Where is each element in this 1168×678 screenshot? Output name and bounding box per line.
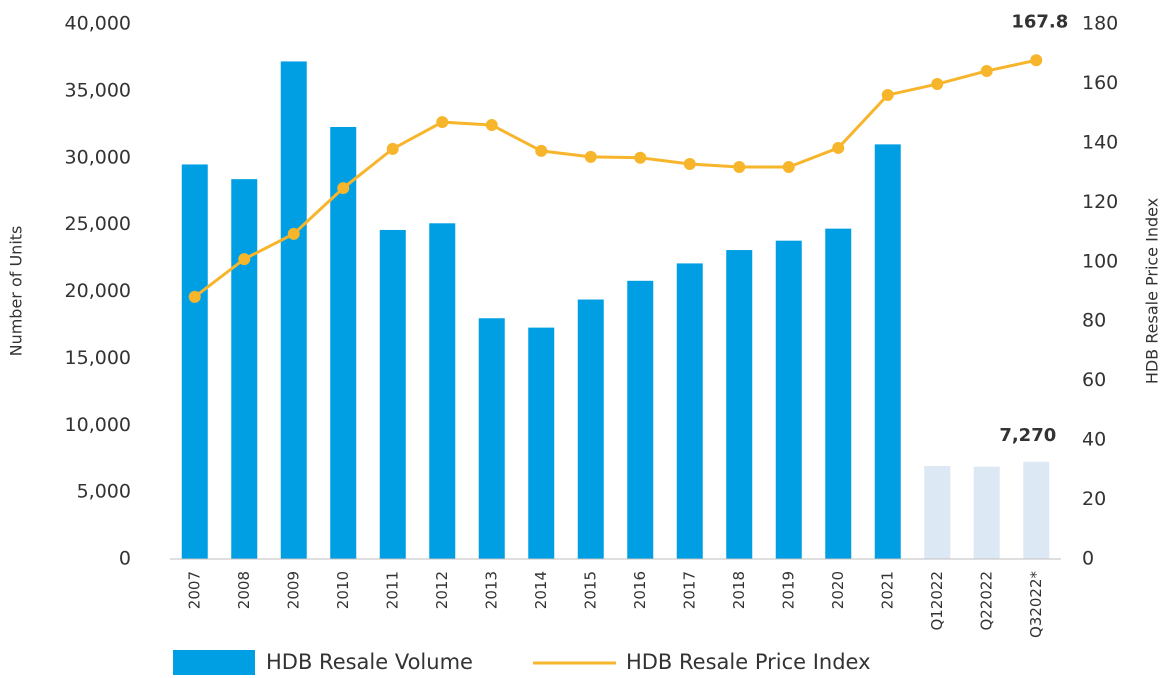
- x-tick-label: 2021: [878, 571, 896, 609]
- marker: [386, 142, 399, 155]
- bar: [528, 327, 555, 559]
- x-tick-label: 2013: [482, 571, 500, 609]
- x-tick-label: Q12022: [928, 571, 946, 631]
- x-tick-label: 2018: [730, 571, 748, 609]
- y-tick-label: 10,000: [65, 414, 131, 436]
- bar: [1023, 461, 1050, 559]
- marker: [1030, 54, 1043, 67]
- y2-tick-label: 160: [1082, 72, 1118, 94]
- x-tick-label: 2016: [631, 571, 649, 609]
- x-tick-label: Q32022*: [1027, 571, 1045, 639]
- marker: [188, 290, 201, 303]
- y-tick-label: 0: [119, 548, 131, 570]
- y-tick-label: 5,000: [77, 481, 131, 503]
- x-tick-label: 2015: [581, 571, 599, 609]
- legend-label: HDB Resale Price Index: [626, 650, 871, 674]
- y2-tick-label: 0: [1082, 548, 1094, 570]
- y2-tick-label: 20: [1082, 488, 1106, 510]
- y-tick-label: 40,000: [65, 13, 131, 35]
- bar: [973, 466, 1000, 559]
- bar: [775, 240, 802, 560]
- marker: [980, 64, 993, 77]
- bar: [280, 61, 307, 559]
- legend-swatch: [173, 650, 255, 675]
- y-tick-label: 30,000: [65, 146, 131, 168]
- bar: [429, 223, 456, 559]
- x-tick-label: 2019: [779, 571, 797, 609]
- x-tick-label: 2017: [680, 571, 698, 609]
- marker: [337, 182, 350, 195]
- marker: [683, 157, 696, 170]
- x-tick-label: 2009: [284, 571, 302, 609]
- data-label: 167.8: [1011, 11, 1068, 32]
- x-tick-label: 2011: [383, 571, 401, 609]
- data-label: 7,270: [999, 425, 1056, 446]
- bar: [825, 228, 852, 559]
- x-tick-label: 2012: [433, 571, 451, 609]
- bar: [478, 318, 505, 559]
- bar: [577, 299, 604, 559]
- y2-tick-label: 40: [1082, 429, 1106, 451]
- y2-tick-label: 140: [1082, 131, 1118, 153]
- x-tick-label: 2007: [185, 571, 203, 609]
- x-tick-label: Q22022: [977, 571, 995, 631]
- marker: [733, 160, 746, 173]
- bar: [330, 126, 357, 560]
- y2-tick-label: 60: [1082, 369, 1106, 391]
- y-axis-title: Number of Units: [7, 226, 26, 357]
- bar: [379, 229, 406, 559]
- x-tick-label: 2014: [532, 571, 550, 609]
- y-tick-label: 20,000: [65, 280, 131, 302]
- line: [193, 58, 1037, 299]
- y2-tick-label: 100: [1082, 250, 1118, 272]
- y2-tick-label: 180: [1082, 13, 1118, 35]
- bar: [627, 280, 654, 559]
- y2-axis-title: HDB Resale Price Index: [1143, 198, 1162, 384]
- bar: [924, 466, 951, 559]
- marker: [634, 151, 647, 164]
- marker: [287, 227, 300, 240]
- x-tick-label: 2020: [829, 571, 847, 609]
- y-tick-label: 15,000: [65, 347, 131, 369]
- marker: [485, 119, 498, 132]
- bar: [181, 164, 208, 559]
- marker: [535, 144, 548, 157]
- y-tick-label: 25,000: [65, 213, 131, 235]
- y2-tick-label: 80: [1082, 310, 1106, 332]
- bar: [726, 250, 753, 559]
- marker: [832, 141, 845, 154]
- y-tick-label: 35,000: [65, 79, 131, 101]
- marker: [436, 116, 449, 129]
- marker: [782, 160, 795, 173]
- x-tick-label: 2008: [235, 571, 253, 609]
- legend-label: HDB Resale Volume: [266, 650, 473, 674]
- marker: [881, 89, 894, 102]
- bar: [231, 179, 258, 559]
- y2-tick-label: 120: [1082, 191, 1118, 213]
- marker: [931, 78, 944, 91]
- marker: [238, 253, 251, 266]
- bar: [676, 263, 703, 559]
- bar: [874, 144, 901, 559]
- x-tick-label: 2010: [334, 571, 352, 609]
- marker: [584, 150, 597, 163]
